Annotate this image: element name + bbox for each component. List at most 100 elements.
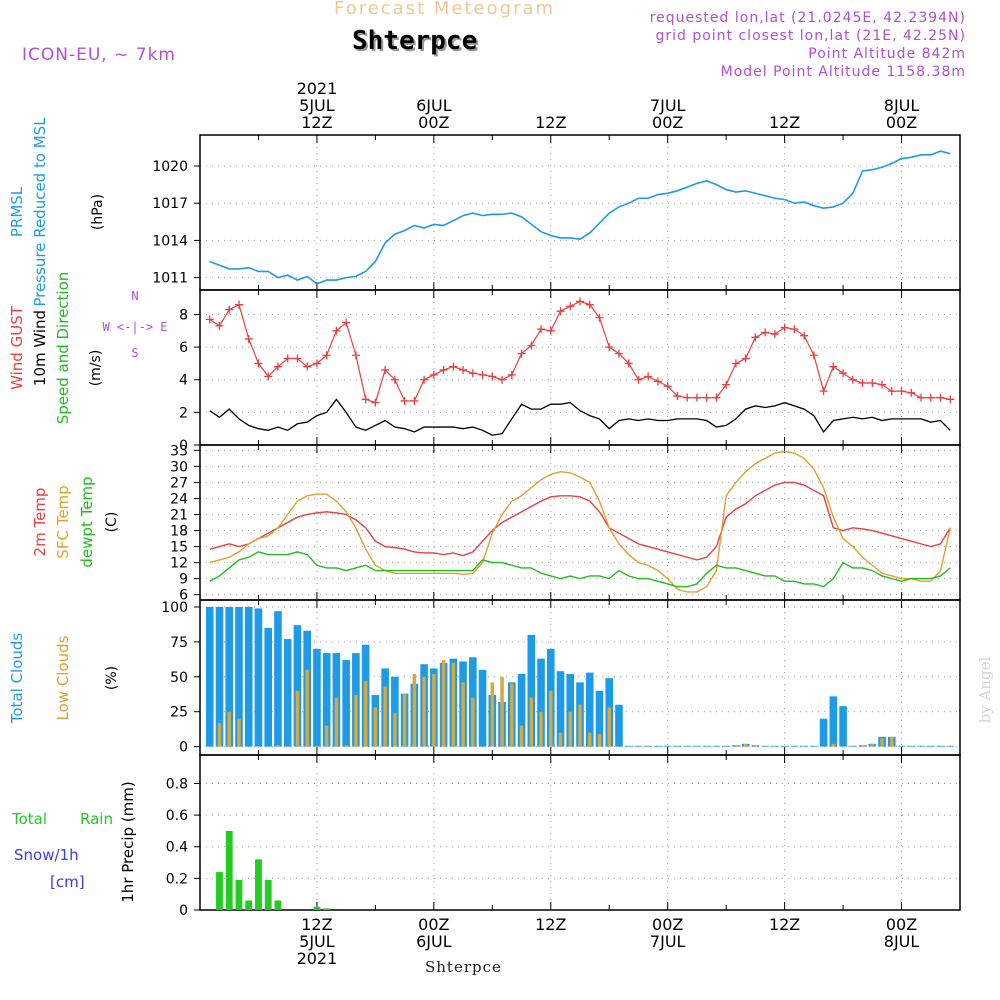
gust-marker bbox=[478, 370, 487, 379]
bar-total-clouds bbox=[527, 634, 536, 747]
bar-total-clouds bbox=[215, 606, 224, 747]
bar-total-clouds bbox=[829, 696, 838, 747]
bar-total-clouds bbox=[663, 745, 672, 747]
bar-total-clouds bbox=[907, 745, 916, 747]
time-label-bottom: 8JUL bbox=[884, 932, 920, 951]
bar-total-clouds bbox=[478, 669, 487, 747]
precip-ylabel: 1hr Precip (mm) bbox=[119, 781, 137, 902]
bar-total-clouds bbox=[654, 745, 662, 747]
y-tick-label: 9 bbox=[179, 572, 188, 588]
panel-frame-precip bbox=[199, 754, 961, 911]
bar-total-clouds bbox=[819, 718, 828, 747]
bar-precip bbox=[216, 872, 223, 910]
time-label-top: 00Z bbox=[886, 113, 917, 132]
bar-total-clouds bbox=[771, 745, 779, 747]
point-altitude: Point Altitude 842m bbox=[808, 46, 966, 62]
gust-marker bbox=[498, 375, 507, 384]
y-tick-label: 21 bbox=[170, 507, 188, 523]
bar-low-clouds bbox=[373, 707, 378, 747]
temp-series-dewpt bbox=[209, 551, 951, 588]
bar-low-clouds bbox=[539, 711, 543, 747]
y-tick-label: 0.2 bbox=[166, 871, 188, 887]
bar-total-clouds bbox=[780, 745, 789, 747]
bar-low-clouds bbox=[334, 697, 339, 747]
bar-low-clouds bbox=[227, 711, 231, 747]
bar-total-clouds bbox=[936, 745, 945, 747]
time-label-top: 00Z bbox=[418, 113, 449, 132]
time-label-bottom: 00Z bbox=[418, 915, 449, 934]
panel-frame-pressure bbox=[199, 134, 961, 291]
gust-marker bbox=[517, 349, 526, 358]
gust-marker bbox=[225, 305, 234, 314]
gust-marker bbox=[410, 396, 419, 405]
gust-marker bbox=[712, 393, 721, 402]
gust-marker bbox=[751, 333, 760, 342]
wind-label-gust: Wind GUST bbox=[8, 305, 26, 390]
compass-north: N bbox=[131, 289, 138, 303]
time-label-top: 12Z bbox=[535, 113, 566, 132]
bar-total-clouds bbox=[556, 671, 565, 747]
gust-marker bbox=[829, 362, 838, 371]
gust-marker bbox=[381, 365, 390, 374]
gust-marker bbox=[449, 362, 458, 371]
bar-total-clouds bbox=[702, 745, 711, 747]
bar-precip bbox=[313, 906, 321, 910]
time-label-bottom: 12Z bbox=[769, 915, 800, 934]
bar-total-clouds bbox=[342, 660, 350, 747]
bar-total-clouds bbox=[926, 745, 935, 747]
temp-ylabel: (C) bbox=[104, 512, 120, 533]
temp-label-dewpt: dewpt Temp bbox=[78, 476, 96, 567]
clouds-ylabel: (%) bbox=[104, 666, 120, 690]
bar-total-clouds bbox=[264, 627, 273, 747]
bar-low-clouds bbox=[578, 704, 582, 747]
gust-marker bbox=[790, 325, 799, 334]
clouds-label-low: Low Clouds bbox=[54, 635, 72, 720]
bar-total-clouds bbox=[839, 706, 847, 747]
bar-low-clouds bbox=[295, 690, 300, 747]
bar-total-clouds bbox=[722, 745, 730, 747]
gust-marker bbox=[371, 398, 380, 407]
gust-marker bbox=[254, 359, 263, 368]
time-label-top: 00Z bbox=[652, 113, 683, 132]
bar-low-clouds bbox=[441, 660, 446, 747]
bar-low-clouds bbox=[402, 693, 407, 747]
gust-marker bbox=[566, 302, 575, 311]
gust-marker bbox=[897, 387, 906, 396]
pressure-label-prmsl: PRMSL bbox=[8, 186, 26, 237]
gust-marker bbox=[731, 359, 740, 368]
y-tick-label: 1014 bbox=[152, 233, 188, 249]
clouds-label-total: Total Clouds bbox=[8, 633, 26, 725]
bar-total-clouds bbox=[585, 672, 594, 747]
wind-series-gust bbox=[209, 300, 951, 404]
y-tick-label: 27 bbox=[170, 475, 188, 491]
y-tick-label: 0.6 bbox=[166, 808, 188, 824]
y-tick-label: 50 bbox=[170, 670, 188, 686]
y-tick-label: 6 bbox=[179, 588, 188, 604]
time-label-top: 5JUL bbox=[299, 96, 335, 115]
bar-total-clouds bbox=[254, 608, 263, 747]
gust-marker bbox=[312, 359, 321, 368]
bar-low-clouds bbox=[860, 745, 865, 747]
bar-precip bbox=[323, 908, 331, 910]
y-tick-label: 8 bbox=[179, 307, 188, 323]
gust-marker bbox=[507, 370, 516, 379]
faded-title: Forecast Meteogram bbox=[334, 0, 556, 19]
bar-low-clouds bbox=[568, 711, 573, 747]
gust-marker bbox=[624, 359, 633, 368]
bar-low-clouds bbox=[363, 680, 368, 747]
bar-low-clouds bbox=[549, 690, 553, 747]
time-label-top: 8JUL bbox=[884, 96, 920, 115]
bar-low-clouds bbox=[587, 732, 592, 747]
time-label-top: 7JUL bbox=[650, 96, 686, 115]
y-tick-label: 6 bbox=[179, 340, 188, 356]
y-tick-label: 1020 bbox=[152, 159, 188, 175]
bar-total-clouds bbox=[293, 625, 302, 747]
gust-marker bbox=[858, 379, 867, 387]
bar-low-clouds bbox=[354, 694, 358, 747]
gust-marker bbox=[653, 377, 662, 386]
precip-label-cm: [cm] bbox=[50, 873, 85, 891]
y-tick-label: 1017 bbox=[152, 196, 188, 212]
precip-label-rain: Rain bbox=[80, 810, 113, 828]
bar-total-clouds bbox=[946, 745, 955, 747]
bar-precip bbox=[274, 900, 282, 910]
